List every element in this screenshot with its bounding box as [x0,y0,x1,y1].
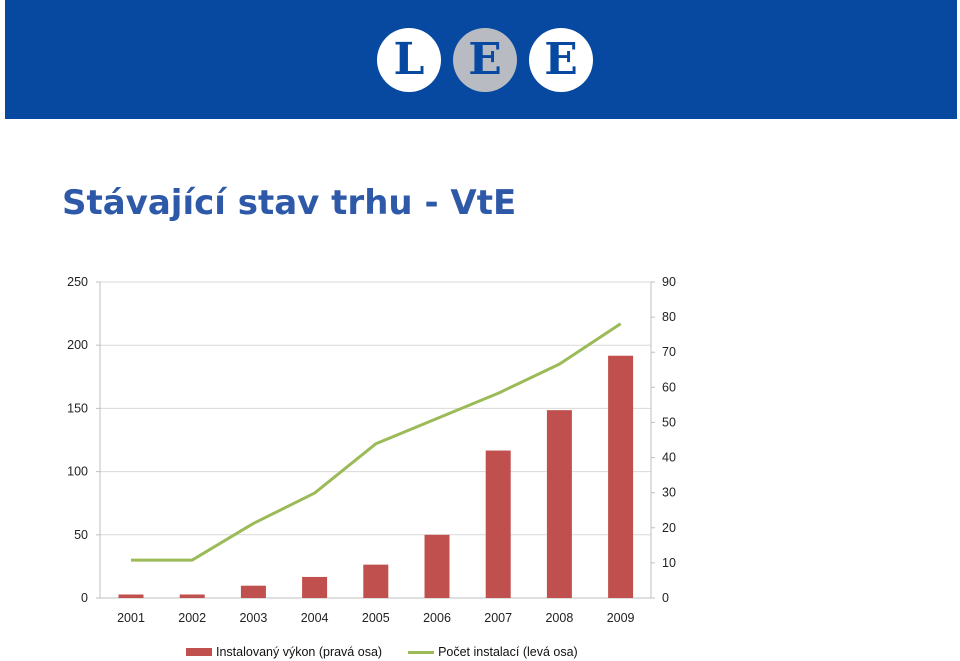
legend-item-bars: Instalovaný výkon (pravá osa) [186,645,382,659]
logo-letter-e-grey: E [453,28,517,92]
y-left-tick-label: 250 [67,275,88,289]
logo-letter-e: E [529,28,593,92]
x-tick-label: 2009 [607,611,635,625]
bar [119,594,144,598]
y-left-tick-label: 200 [67,338,88,352]
x-tick-label: 2006 [423,611,451,625]
x-tick-label: 2008 [545,611,573,625]
bar [486,451,511,598]
bar [302,577,327,598]
y-left-tick-label: 150 [67,401,88,415]
y-right-tick-label: 40 [662,451,676,465]
bar [608,356,633,598]
y-right-tick-label: 80 [662,310,676,324]
bar [363,565,388,598]
bar [241,586,266,598]
x-tick-label: 2001 [117,611,145,625]
legend-swatch-line [408,651,434,654]
x-tick-label: 2003 [239,611,267,625]
legend-item-line: Počet instalací (levá osa) [408,645,578,659]
bar [180,594,205,598]
y-left-tick-label: 50 [74,528,88,542]
y-right-tick-label: 30 [662,486,676,500]
slide-title: Stávající stav trhu - VtE [62,183,516,223]
y-left-tick-label: 0 [81,591,88,605]
y-right-tick-label: 10 [662,556,676,570]
y-right-tick-label: 90 [662,275,676,289]
logo-letter-l: L [377,28,441,92]
y-left-tick-label: 100 [67,465,88,479]
legend-swatch-bars [186,648,212,656]
chart: 0 50 100 150 200 250 0 10 20 30 40 50 60 70 80 90 2001 20… [0,260,960,640]
chart-legend: Instalovaný výkon (pravá osa) Počet inst… [186,643,604,661]
bar [425,535,450,598]
y-right-tick-label: 50 [662,415,676,429]
x-tick-label: 2005 [362,611,390,625]
x-tick-label: 2004 [301,611,329,625]
legend-label-line: Počet instalací (levá osa) [438,645,578,659]
y-right-tick-label: 60 [662,380,676,394]
y-right-tick-label: 20 [662,521,676,535]
x-tick-label: 2002 [178,611,206,625]
legend-label-bars: Instalovaný výkon (pravá osa) [216,645,382,659]
header-banner: L E E [5,0,957,119]
y-right-tick-label: 70 [662,345,676,359]
bar [547,410,572,598]
x-tick-label: 2007 [484,611,512,625]
y-right-tick-label: 0 [662,591,669,605]
